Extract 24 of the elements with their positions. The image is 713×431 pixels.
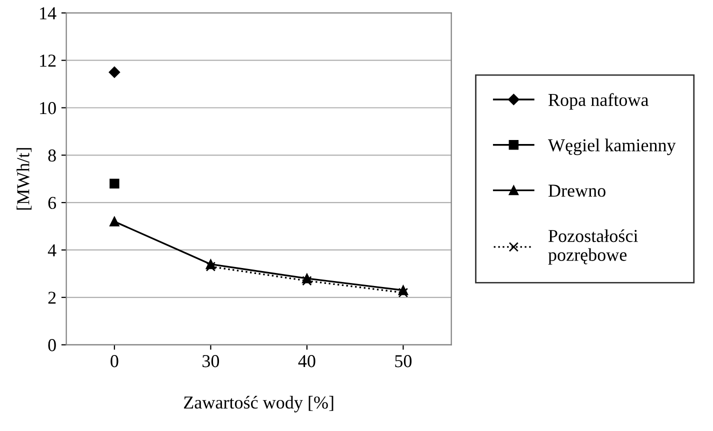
y-tick-label: 12 — [40, 54, 56, 67]
x-tick-label: 50 — [395, 355, 412, 368]
y-tick-label: 14 — [40, 7, 56, 20]
y-tick-label: 4 — [48, 244, 56, 256]
y-axis-title: [MWh/t] — [16, 148, 32, 210]
y-tick-label: 0 — [48, 339, 56, 352]
y-tick-label: 8 — [48, 149, 56, 162]
point — [110, 216, 120, 226]
point — [108, 66, 120, 78]
x-tick-label: 0 — [110, 355, 118, 368]
legend-label: Ropa naftowa — [548, 93, 649, 110]
y-tick-label: 10 — [40, 102, 56, 114]
x-tick-label: 30 — [202, 355, 220, 368]
y-tick-label: 6 — [48, 196, 56, 210]
x-axis-title: Zawartość wody [%] — [184, 396, 334, 412]
point — [302, 276, 312, 286]
point — [206, 262, 216, 272]
y-tick-label: 2 — [48, 292, 56, 304]
point — [110, 178, 120, 188]
x-tick-label: 40 — [298, 355, 316, 368]
legend-label: Pozostałości pozrębowe — [548, 229, 638, 265]
legend-label: Drewno — [548, 184, 606, 197]
legend-label: Węgiel kamienny — [548, 138, 676, 156]
point — [398, 288, 408, 298]
